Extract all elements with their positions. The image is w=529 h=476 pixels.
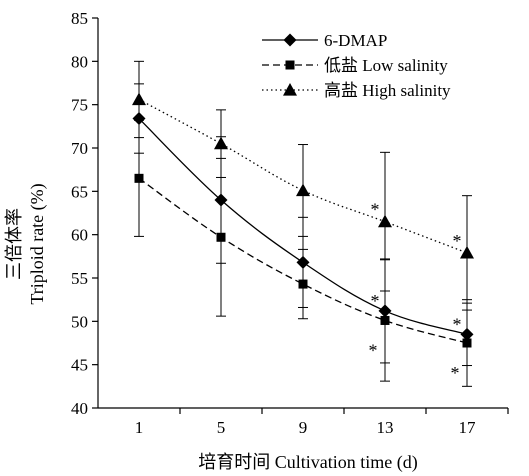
x-tick-label: 5 (217, 418, 226, 437)
legend: 6-DMAP 低盐 Low salinity 高盐 High salinity (262, 31, 451, 100)
y-tick-label: 75 (71, 96, 88, 115)
legend-marker (283, 83, 297, 96)
series-layer: ****** (132, 60, 474, 387)
significance-marker: * (371, 200, 380, 220)
x-tick-label: 9 (299, 418, 308, 437)
legend-marker (283, 33, 297, 47)
x-tick-label: 1 (135, 418, 144, 437)
legend-item: 6-DMAP (262, 31, 387, 50)
data-point (296, 183, 310, 197)
y-tick-label: 55 (71, 269, 88, 288)
significance-marker: * (451, 363, 460, 383)
y-tick-label: 80 (71, 52, 88, 71)
significance-marker: * (453, 231, 462, 251)
y-tick-label: 70 (71, 139, 88, 158)
data-point (378, 214, 392, 228)
y-tick-label: 45 (71, 356, 88, 375)
data-point (216, 232, 226, 242)
x-axis-label: 培育时间 Cultivation time (d) (198, 452, 417, 473)
data-point (134, 173, 144, 183)
y-tick-label: 85 (71, 9, 88, 28)
legend-label: 6-DMAP (324, 31, 387, 50)
data-point (380, 315, 390, 325)
y-tick-label: 60 (71, 226, 88, 245)
significance-marker: * (371, 291, 380, 311)
axis-labels: 培育时间 Cultivation time (d) 三倍体率 Triploid … (4, 183, 418, 473)
data-point (460, 245, 474, 259)
x-tick-label: 17 (459, 418, 477, 437)
y-tick-label: 65 (71, 182, 88, 201)
data-point (214, 136, 228, 150)
axes: 40 45 50 55 60 65 70 75 80 85 1 5 9 13 17 (71, 9, 509, 437)
series-triangle: ** (132, 60, 474, 311)
significance-marker: * (369, 340, 378, 360)
legend-label: 低盐 Low salinity (324, 56, 448, 75)
y-axis-label-chinese: 三倍体率 (4, 208, 24, 280)
data-point (298, 279, 308, 289)
y-tick-label: 40 (71, 399, 88, 418)
legend-item: 高盐 High salinity (262, 81, 451, 100)
x-tick-label: 13 (377, 418, 394, 437)
series-square: ** (134, 119, 472, 387)
legend-item: 低盐 Low salinity (262, 56, 448, 75)
series-line (138, 177, 468, 344)
data-point (132, 92, 146, 106)
legend-label: 高盐 High salinity (324, 81, 451, 100)
significance-marker: * (453, 314, 462, 334)
y-axis-label-english: Triploid rate (%) (27, 183, 48, 304)
legend-marker (285, 60, 295, 70)
data-point (462, 338, 472, 348)
y-tick-label: 50 (71, 312, 88, 331)
